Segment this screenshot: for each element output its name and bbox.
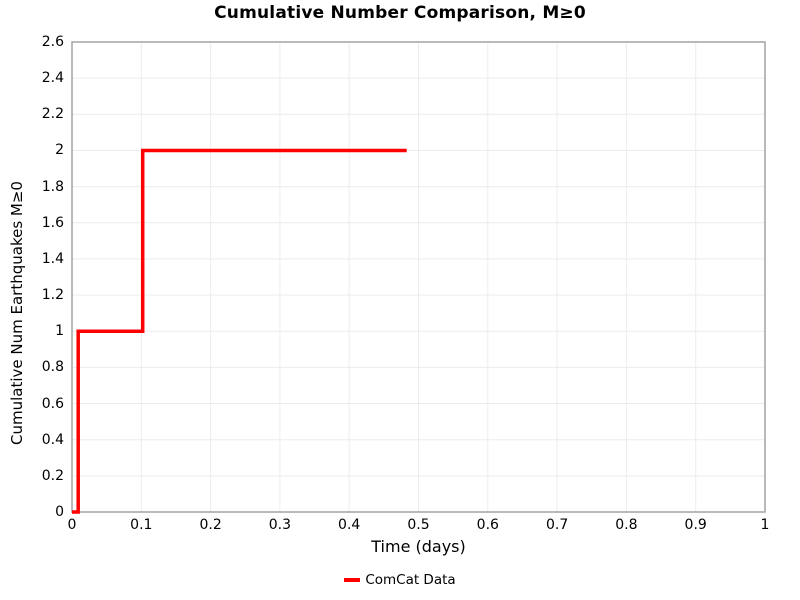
y-tick-label: 1.6 [41, 214, 64, 231]
y-tick-label: 1 [55, 323, 64, 340]
x-tick-label: 0.4 [338, 517, 361, 533]
legend: ComCat Data [0, 570, 800, 590]
x-tick-label: 0.5 [407, 517, 430, 533]
y-tick-label: 0.6 [41, 395, 64, 412]
y-tick-label: 2.2 [41, 106, 64, 123]
x-tick-label: 1 [760, 517, 770, 533]
x-tick-label: 0.9 [684, 517, 707, 533]
x-tick-label: 0.7 [545, 517, 569, 533]
x-tick-label: 0 [67, 517, 77, 533]
chart-title: Cumulative Number Comparison, M≥0 [214, 3, 586, 23]
y-tick-label: 1.8 [41, 178, 64, 195]
legend-line-marker [344, 578, 361, 582]
y-tick-label: 0 [55, 504, 64, 520]
x-tick-label: 0.2 [199, 517, 222, 533]
y-tick-label: 2.6 [41, 34, 64, 50]
y-tick-label: 0.4 [41, 431, 64, 448]
legend-label: ComCat Data [365, 572, 456, 588]
y-tick-label: 0.8 [41, 359, 64, 376]
y-tick-label: 1.2 [41, 287, 64, 304]
plot-border [71, 41, 766, 513]
y-tick-label: 1.4 [41, 250, 64, 267]
x-tick-label: 0.8 [615, 517, 638, 533]
vertical-gridlines [71, 42, 766, 512]
x-tick-label: 0.6 [476, 517, 499, 533]
x-tick-label: 0.3 [268, 517, 292, 533]
y-tick-label: 2.4 [41, 70, 64, 87]
step-line-comcat-data [72, 148, 407, 514]
y-tick-label: 2 [55, 142, 64, 159]
x-tick-label: 0.1 [130, 517, 153, 533]
y-tick-label: 0.2 [41, 467, 64, 484]
x-axis-label: Time (days) [371, 537, 466, 556]
